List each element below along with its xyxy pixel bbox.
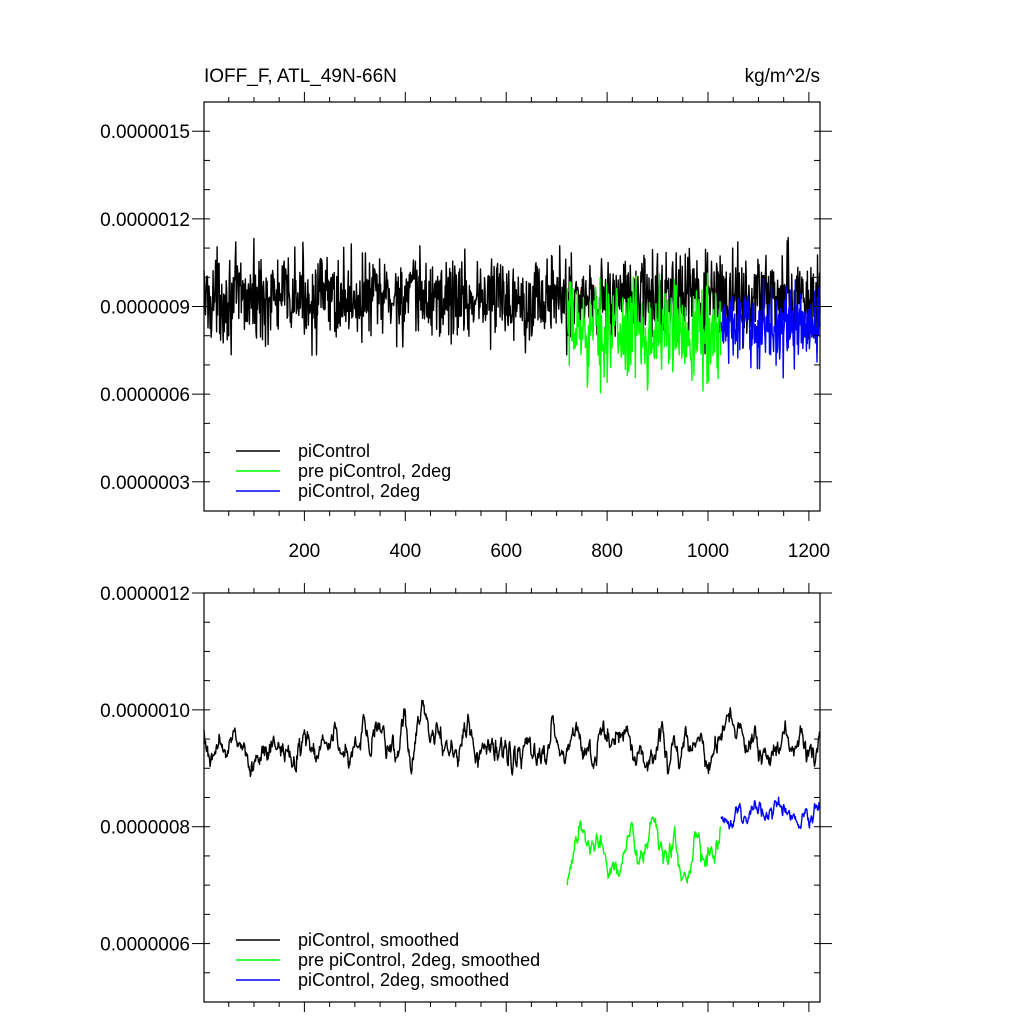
x-tick-label: 400 <box>389 541 421 562</box>
series-line-picontrol-2deg <box>720 278 821 379</box>
y-tick-label: 0.0000009 <box>100 298 190 319</box>
top-panel: IOFF_F, ATL_49N-66N kg/m^2/s 200 400 600 80… <box>100 66 832 562</box>
legend-label: piControl, 2deg, smoothed <box>298 970 509 990</box>
y-tick-label: 0.0000006 <box>100 385 190 406</box>
legend-label: pre piControl, 2deg <box>298 461 451 481</box>
plot-frame <box>203 592 821 1003</box>
bottom-axes: 0.0000006 0.0000008 0.0000010 0.0000012 <box>100 583 832 1012</box>
series-line-pre-picontrol-2deg <box>566 272 722 394</box>
legend-label: piControl, smoothed <box>298 930 459 950</box>
legend-label: pre piControl, 2deg, smoothed <box>298 950 540 970</box>
bottom-panel: 0.0000006 0.0000008 0.0000010 0.0000012 piC… <box>100 583 832 1012</box>
series-line-pre-picontrol-2deg-smoothed <box>566 816 722 886</box>
series-line-picontrol-smoothed <box>203 699 821 778</box>
y-tick-label: 0.0000015 <box>100 122 190 143</box>
x-tick-label: 200 <box>289 541 321 562</box>
y-tick-label: 0.0000003 <box>100 473 190 494</box>
x-tick-label: 1000 <box>687 541 729 562</box>
y-tick-label: 0.0000012 <box>100 584 190 605</box>
y-tick-label: 0.0000010 <box>100 701 190 722</box>
y-tick-label: 0.0000006 <box>100 935 190 956</box>
series-line-picontrol <box>203 236 821 356</box>
legend-label: piControl <box>298 441 370 461</box>
x-tick-label: 800 <box>591 541 623 562</box>
top-series-group <box>203 236 821 394</box>
y-tick-label: 0.0000012 <box>100 210 190 231</box>
x-tick-label: 1200 <box>788 541 830 562</box>
top-title-right: kg/m^2/s <box>745 66 820 87</box>
bottom-series-group <box>203 699 821 886</box>
top-title-left: IOFF_F, ATL_49N-66N <box>204 66 397 87</box>
top-axes: 200 400 600 800 1000 1200 0.0000003 0.0000006 0.… <box>100 92 832 562</box>
series-line-picontrol-2deg-smoothed <box>720 796 821 830</box>
x-tick-label: 600 <box>490 541 522 562</box>
y-tick-label: 0.0000008 <box>100 818 190 839</box>
legend-label: piControl, 2deg <box>298 481 420 501</box>
